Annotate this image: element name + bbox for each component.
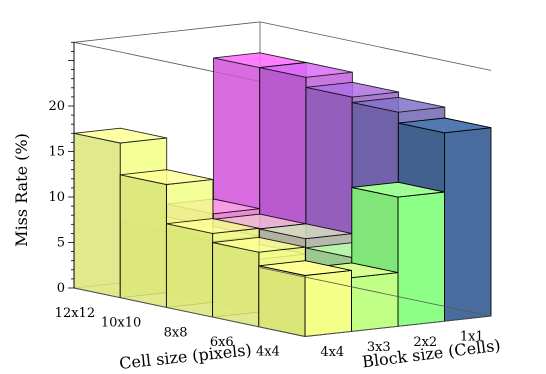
bars-layer [73, 52, 492, 337]
bar-top-face [351, 96, 446, 113]
block-size-tick-label: 3x3 [367, 340, 391, 355]
cell-size-tick-label: 4x4 [256, 345, 280, 360]
bar-front-face [351, 272, 399, 332]
z-tick-label: 20 [48, 99, 65, 114]
bar-top-face [73, 127, 168, 144]
z-tick-label: 5 [57, 236, 65, 251]
cell-size-tick-label: 8x8 [164, 325, 188, 340]
bar-top-face [305, 81, 400, 98]
z-tick-label: 15 [48, 145, 65, 160]
box-front-edge [73, 287, 306, 337]
box-front-edge [259, 267, 492, 317]
block-size-tick-label: 4x4 [320, 345, 344, 360]
box-back-edge [259, 21, 492, 71]
cell-size-tick-labels: 12x12 10x10 8x8 6x6 4x4 [55, 306, 280, 360]
z-axis: 0 5 10 15 20 [48, 41, 75, 296]
bar-top-face [351, 181, 445, 198]
chart-box-front-edges [73, 267, 492, 337]
block-size-tick-labels: 4x4 3x3 2x2 1x1 [320, 330, 483, 360]
bar-front-face [304, 269, 352, 337]
z-axis-title: Miss Rate (%) [12, 133, 31, 247]
cell-size-tick-label: 6x6 [210, 335, 234, 350]
cell-axis-title: Cell size (pixels) [118, 340, 252, 373]
block-size-tick-label: 1x1 [460, 330, 484, 345]
bar-top-face [259, 62, 353, 78]
bar-top-face [258, 260, 352, 276]
bar-side-face [119, 174, 167, 308]
bar-side-face [212, 242, 260, 328]
box-back-edge [73, 21, 261, 43]
bar-top-face [397, 117, 492, 134]
box-front-edge [304, 315, 492, 337]
z-tick-label: 10 [48, 190, 65, 205]
bar-side-face [165, 223, 214, 318]
bar-side-face [258, 265, 306, 337]
bar-top-face [165, 218, 260, 234]
bar-top-face [119, 169, 214, 185]
bar-side-face [73, 132, 121, 299]
cell-size-tick-label: 10x10 [101, 316, 141, 331]
bar [258, 260, 352, 337]
z-tick-label: 0 [57, 281, 65, 296]
bar-top-face [212, 236, 306, 253]
block-size-tick-label: 2x2 [413, 335, 437, 350]
cell-size-tick-label: 12x12 [55, 306, 95, 321]
bar-front-face [444, 127, 492, 322]
bar-front-face [397, 191, 445, 327]
